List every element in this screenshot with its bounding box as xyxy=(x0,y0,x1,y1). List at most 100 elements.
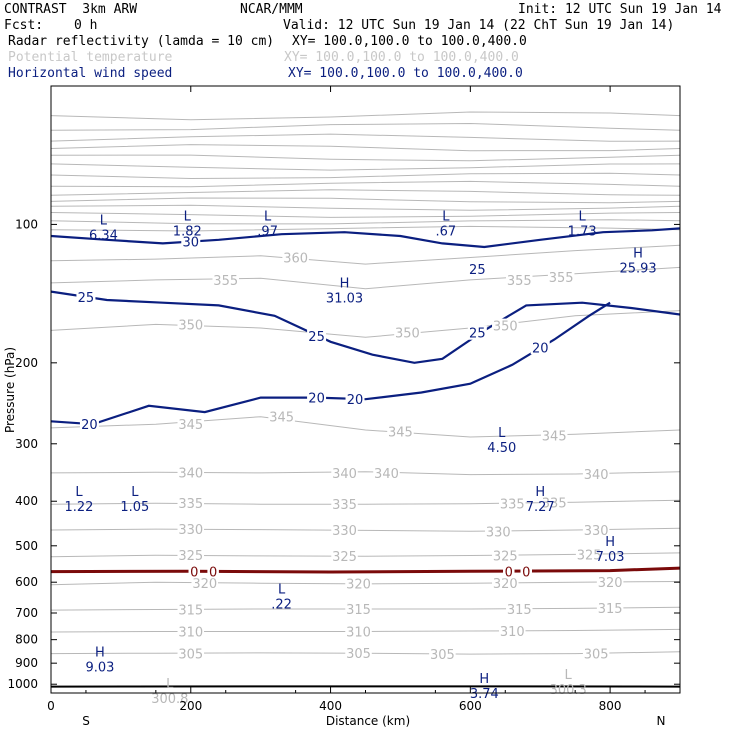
theta-label: 310 xyxy=(346,625,371,640)
extremum-value: 1.22 xyxy=(64,500,93,515)
theta-label: 350 xyxy=(493,320,518,335)
theta-label-bg xyxy=(387,424,414,439)
wind-label-bg xyxy=(345,392,365,407)
forecast-hour: 0 h xyxy=(74,18,98,33)
theta-upper-line xyxy=(51,189,680,196)
extremum-value: 1.82 xyxy=(173,224,202,239)
extremum-low-marker: L xyxy=(184,209,192,224)
wind-label: 25 xyxy=(308,330,325,345)
wind-label-bg xyxy=(79,417,99,432)
y-tick-label: 1000 xyxy=(7,677,38,691)
y-axis-label: Pressure (hPa) xyxy=(3,347,17,433)
theta-label-bg xyxy=(582,523,610,538)
theta-upper-line xyxy=(51,172,680,180)
wind-label: 25 xyxy=(78,291,95,306)
theta-label-bg xyxy=(582,467,610,482)
theta-label-bg xyxy=(394,325,421,340)
theta-upper-line xyxy=(51,225,680,232)
theta-label: 320 xyxy=(346,578,371,593)
theta-label: 340 xyxy=(584,468,609,483)
zero-contour xyxy=(51,566,680,574)
theta-contour-325 xyxy=(51,552,680,558)
extremum-high-marker: H xyxy=(479,672,489,687)
extremum-value: 7.27 xyxy=(526,500,555,515)
extrema-labels: L6.34L1.82L.97L.67L1.73H25.93H31.03L4.50… xyxy=(64,209,656,707)
theta-label: 355 xyxy=(549,271,574,286)
theta-upper-line xyxy=(51,163,680,171)
zero-label-bg xyxy=(207,564,219,579)
theta-label-bg xyxy=(268,409,295,424)
theta-label: 355 xyxy=(213,274,238,289)
wind-contour-30 xyxy=(51,227,680,249)
wind-label: 30 xyxy=(183,236,200,251)
theta-upper-line xyxy=(51,133,680,142)
theta-label-bg xyxy=(345,624,372,639)
extremum-low-marker: L xyxy=(166,677,174,692)
extremum-value: 25.93 xyxy=(619,261,656,276)
wind-contour-25 xyxy=(51,290,680,364)
y-tick-label: 300 xyxy=(15,437,38,451)
theta-upper-line xyxy=(51,212,680,218)
theta-label-bg xyxy=(331,548,358,563)
theta-label-bg xyxy=(177,317,205,332)
theta-label: 315 xyxy=(598,602,623,617)
model-title: CONTRAST 3km ARW xyxy=(4,2,138,17)
theta-label-bg xyxy=(547,269,575,284)
zero-label-bg xyxy=(188,564,201,579)
extremum-value: 1.05 xyxy=(120,500,149,515)
extremum-value: 1.73 xyxy=(568,224,597,239)
theta-label: 335 xyxy=(500,498,525,513)
valid-time: Valid: 12 UTC Sun 19 Jan 14 (22 ChT Sun … xyxy=(283,18,675,33)
wind-contour-20 xyxy=(51,301,611,426)
zero-label: 0 xyxy=(522,565,530,580)
theta-label: 315 xyxy=(507,603,532,618)
theta-label: 320 xyxy=(192,577,217,592)
theta-label-bg xyxy=(499,496,526,511)
theta-label-bg xyxy=(177,646,205,661)
theta-label: 305 xyxy=(430,648,455,663)
zero-label-bg xyxy=(520,564,532,579)
y-tick-label: 600 xyxy=(15,575,38,589)
extremum-high-marker: H xyxy=(340,276,350,291)
extremum-value: 6.34 xyxy=(89,228,118,243)
extremum-low-marker: L xyxy=(264,209,272,224)
theta-label-bg xyxy=(177,465,205,480)
theta-label: 355 xyxy=(507,274,532,289)
theta-label: 330 xyxy=(584,524,609,539)
extremum-low-marker: L xyxy=(565,668,573,683)
theta-label: 340 xyxy=(332,467,357,482)
theta-label-bg xyxy=(177,624,205,639)
theta-label-bg xyxy=(345,601,372,616)
x-tick-label: 400 xyxy=(319,699,342,713)
wind-label-bg xyxy=(307,390,327,405)
theta-label: 315 xyxy=(346,603,371,618)
wind-label-bg xyxy=(467,261,487,276)
theta-label-bg xyxy=(582,646,610,661)
extremum-low-marker: L xyxy=(278,583,286,598)
wind-label-bg xyxy=(181,234,201,249)
wind-label: 20 xyxy=(532,341,549,356)
field-name-theta: Potential temperature xyxy=(8,50,173,65)
theta-label: 335 xyxy=(178,497,203,512)
theta-label-bg xyxy=(540,495,568,510)
theta-label: 330 xyxy=(486,525,511,540)
theta-label-bg xyxy=(429,647,456,662)
north-label: N xyxy=(657,714,666,728)
forecast-label: Fcst: xyxy=(4,18,44,33)
org-label: NCAR/MMM xyxy=(240,2,303,17)
theta-label: 315 xyxy=(178,604,203,619)
wind-label-bg xyxy=(467,325,487,340)
theta-upper-line xyxy=(51,219,680,225)
extremum-value: 3.74 xyxy=(470,687,499,702)
y-tick-label: 100 xyxy=(15,217,38,231)
theta-label-bg xyxy=(575,547,603,562)
theta-label: 325 xyxy=(332,550,357,565)
theta-label-bg xyxy=(499,623,526,638)
y-tick-label: 500 xyxy=(15,539,38,553)
theta-label-bg xyxy=(506,601,533,616)
extremum-value: .67 xyxy=(436,224,457,239)
theta-contour-330 xyxy=(51,527,680,532)
south-label: S xyxy=(82,714,90,728)
theta-label-bg xyxy=(492,548,519,563)
theta-label-bg xyxy=(331,465,358,480)
